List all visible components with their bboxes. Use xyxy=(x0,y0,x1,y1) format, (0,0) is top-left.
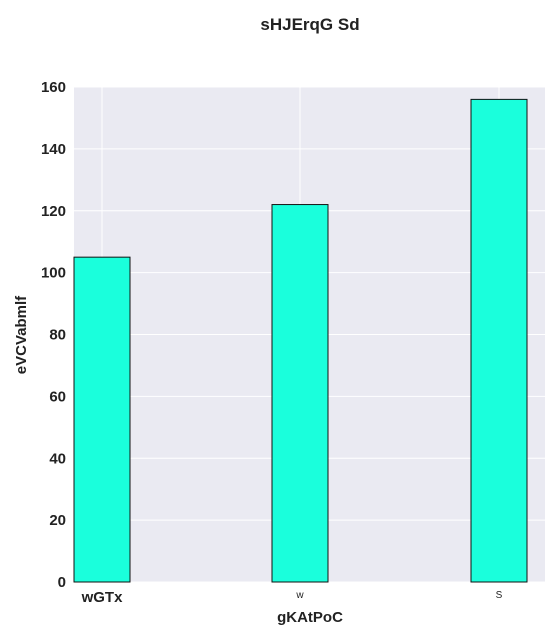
y-tick-label: 20 xyxy=(49,512,66,529)
bar-w xyxy=(271,204,329,583)
x-tick-labels: wGTx w S xyxy=(81,589,503,606)
y-tick-label: 60 xyxy=(49,388,66,405)
x-tick-label: w xyxy=(295,590,304,601)
bars xyxy=(73,98,528,583)
x-tick-label: S xyxy=(496,590,503,601)
y-tick-label: 0 xyxy=(58,574,66,591)
y-tick-label: 40 xyxy=(49,450,66,467)
x-axis-label: gKAtPoC xyxy=(277,609,343,626)
y-tick-label: 100 xyxy=(41,265,66,282)
bar-S xyxy=(470,98,528,583)
chart-title: sHJErqG Sd xyxy=(260,15,359,34)
y-axis-label: eVCVabmlf xyxy=(13,295,30,374)
y-tick-label: 80 xyxy=(49,327,66,344)
y-tick-label: 140 xyxy=(41,141,66,158)
x-tick-label: wGTx xyxy=(81,589,123,606)
y-tick-labels: 0 20 40 60 80 100 120 140 160 xyxy=(41,79,66,591)
y-tick-label: 120 xyxy=(41,203,66,220)
bar-wGTx xyxy=(73,256,131,583)
y-tick-label: 160 xyxy=(41,79,66,96)
